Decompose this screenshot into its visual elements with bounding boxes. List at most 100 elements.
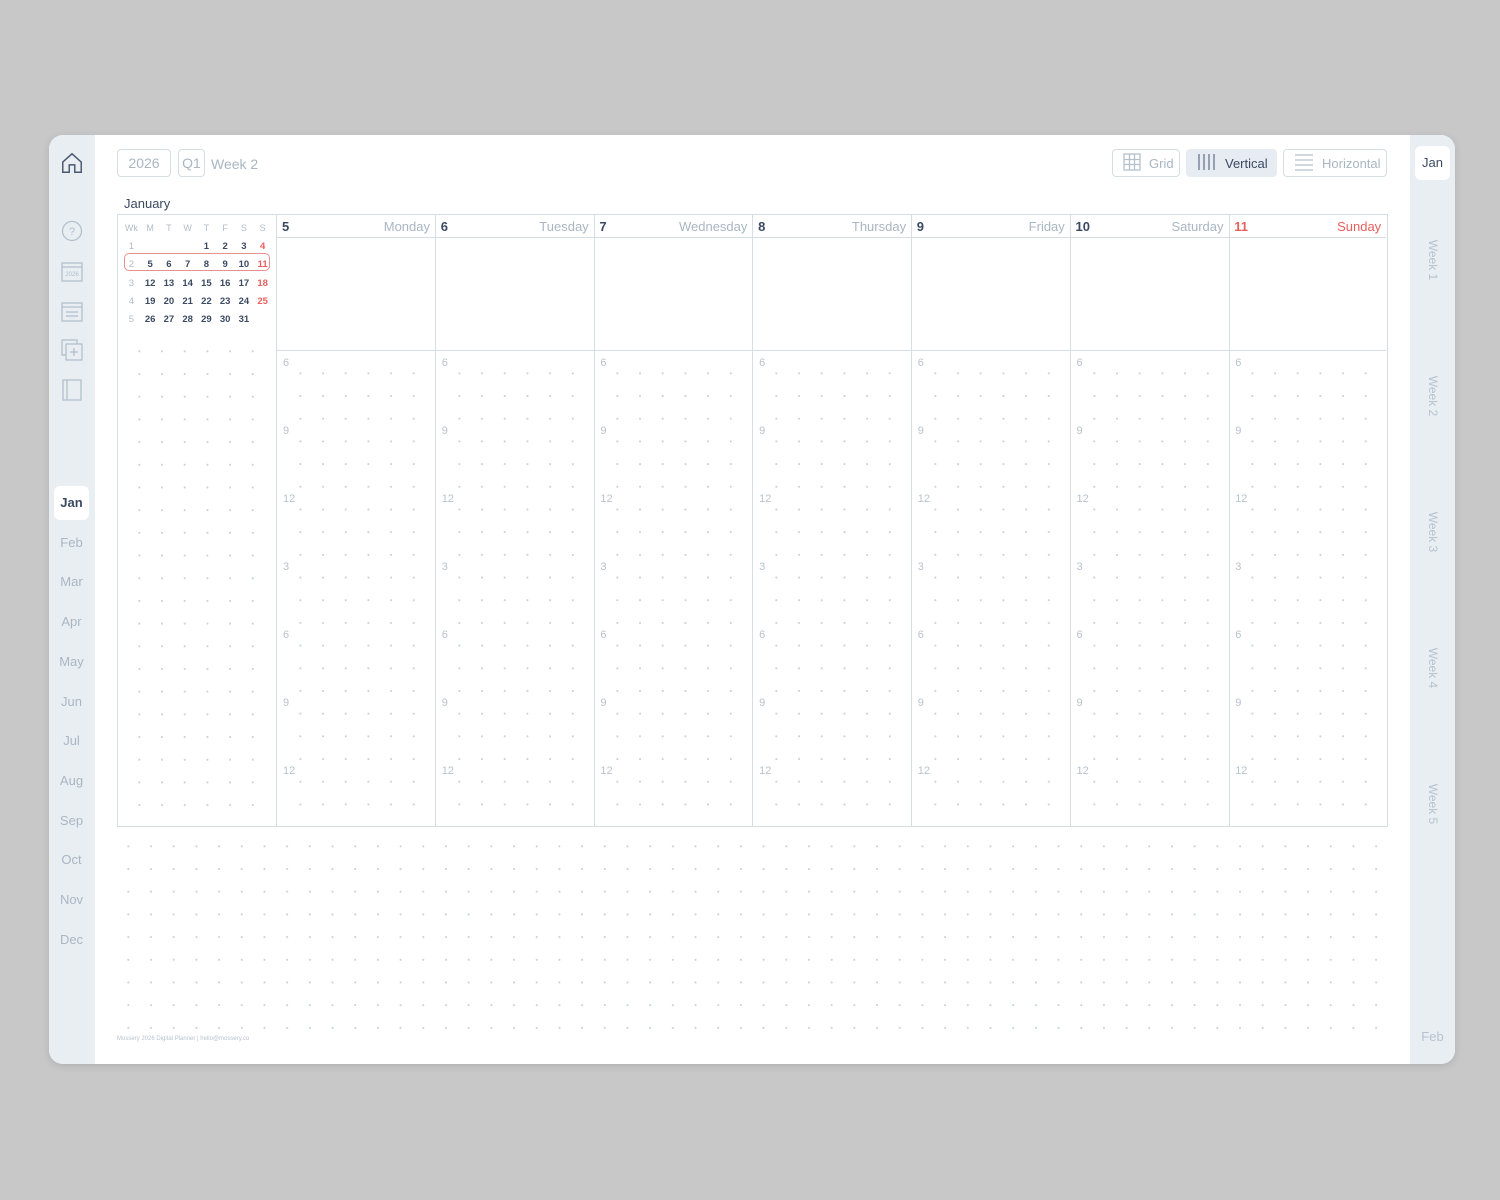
- mini-calendar-date[interactable]: 21: [182, 295, 193, 307]
- notes-dot-grid[interactable]: [117, 835, 1392, 1035]
- mini-calendar-date[interactable]: 3: [241, 240, 247, 252]
- month-tab-jul[interactable]: Jul: [63, 733, 80, 749]
- month-tab-jun[interactable]: Jun: [61, 693, 82, 709]
- year-button[interactable]: 2026: [117, 149, 171, 177]
- mini-calendar-date[interactable]: 23: [219, 295, 231, 307]
- week-tab-1[interactable]: Week 1: [1426, 239, 1440, 281]
- month-calendar-icon[interactable]: [60, 299, 84, 323]
- year-calendar-icon[interactable]: 2026: [60, 259, 84, 283]
- view-label: Vertical: [1225, 155, 1268, 171]
- mini-calendar-date[interactable]: 13: [163, 277, 175, 289]
- help-icon[interactable]: ?: [60, 219, 84, 243]
- mini-calendar-date[interactable]: 25: [257, 295, 268, 307]
- day-number: 8: [758, 218, 766, 234]
- mini-calendar-date[interactable]: 27: [163, 314, 175, 326]
- mini-calendar-date[interactable]: 20: [163, 295, 175, 307]
- day-name: Saturday: [1171, 218, 1224, 234]
- month-tab-jan[interactable]: Jan: [54, 486, 89, 520]
- day-notes-area[interactable]: [753, 238, 912, 351]
- mini-calendar-date[interactable]: 19: [144, 295, 156, 307]
- mini-calendar-date[interactable]: 17: [238, 277, 250, 289]
- mini-calendar-date[interactable]: 8: [203, 259, 210, 271]
- week-tab-5[interactable]: Week 5: [1426, 783, 1440, 825]
- add-page-icon[interactable]: [60, 338, 84, 362]
- month-tab-nov[interactable]: Nov: [59, 892, 84, 907]
- view-horizontal-button[interactable]: Horizontal: [1283, 149, 1387, 177]
- home-icon[interactable]: [60, 151, 84, 175]
- mini-calendar-date[interactable]: 31: [238, 314, 250, 326]
- week-label[interactable]: Week 2: [211, 156, 259, 172]
- day-header: 9 Friday: [911, 215, 1070, 238]
- mini-calendar-header: T: [203, 223, 210, 234]
- day-schedule[interactable]: 6 9 12 3 6 9 12: [594, 352, 752, 826]
- day-header: 8 Thursday: [753, 215, 912, 238]
- day-schedule[interactable]: 6 9 12 3 6 9 12: [1229, 352, 1386, 826]
- view-grid-button[interactable]: Grid: [1112, 149, 1180, 177]
- day-schedule[interactable]: 6 9 12 3 6 9 12: [436, 352, 594, 826]
- next-month-tab[interactable]: Feb: [1421, 1029, 1444, 1044]
- month-tab-dec[interactable]: Dec: [59, 931, 84, 947]
- mini-calendar-date[interactable]: 16: [219, 277, 231, 289]
- mini-calendar-date[interactable]: 11: [257, 259, 268, 271]
- mini-calendar-date[interactable]: 9: [222, 259, 228, 271]
- day-schedule[interactable]: 6 9 12 3 6 9 12: [753, 352, 911, 826]
- day-schedule[interactable]: 6 9 12 3 6 9 12: [912, 352, 1070, 826]
- day-schedule[interactable]: 6 9 12 3 6 9 12: [1071, 352, 1229, 826]
- mini-calendar-date: [141, 237, 160, 255]
- mini-calendar-date[interactable]: 15: [201, 277, 212, 289]
- week-number[interactable]: 3: [128, 277, 135, 289]
- mini-calendar-date[interactable]: 29: [201, 314, 212, 326]
- view-vertical-button[interactable]: Vertical: [1186, 149, 1277, 177]
- month-tab-may[interactable]: May: [59, 653, 84, 669]
- mini-calendar-date[interactable]: 6: [166, 259, 172, 271]
- week-number[interactable]: 4: [128, 295, 135, 307]
- day-number: 5: [282, 218, 290, 234]
- mini-calendar: Wk M T W T F S S 1 1 2 3 4 2 5 6 7 8 9 10 11 3 12 13 14 15 16 17 18 4…: [118, 215, 277, 826]
- mini-calendar-date[interactable]: 18: [257, 277, 268, 289]
- day-notes-area[interactable]: [435, 238, 594, 351]
- mini-calendar-date[interactable]: 22: [201, 295, 212, 307]
- day-column-sunday: 11 Sunday 6 9 12 3 6 9 12: [1229, 215, 1387, 826]
- mini-calendar-date[interactable]: 26: [144, 314, 156, 326]
- hour-label: 12: [1076, 493, 1089, 505]
- mini-calendar-date[interactable]: 4: [259, 240, 266, 252]
- month-tab-oct[interactable]: Oct: [61, 852, 82, 868]
- hour-label: 12: [441, 765, 454, 777]
- month-tab-feb[interactable]: Feb: [60, 534, 83, 550]
- mini-calendar-date[interactable]: 30: [219, 314, 231, 326]
- week-number[interactable]: 2: [128, 259, 135, 271]
- mini-calendar-date[interactable]: 10: [238, 259, 250, 271]
- mini-calendar-date[interactable]: 1: [203, 240, 210, 252]
- hour-label: 3: [1076, 561, 1083, 573]
- day-notes-area[interactable]: [911, 238, 1070, 351]
- day-column-thursday: 8 Thursday 6 9 12 3 6 9 12: [753, 215, 913, 826]
- right-sidebar: Jan Week 1 Week 2 Week 3 Week 4 Week 5 Feb: [1410, 135, 1455, 1064]
- month-tab-aug[interactable]: Aug: [59, 772, 84, 788]
- day-notes-area[interactable]: [277, 238, 435, 351]
- day-notes-area[interactable]: [594, 238, 753, 351]
- week-tab-2[interactable]: Week 2: [1426, 375, 1440, 417]
- week-number[interactable]: 5: [128, 314, 135, 326]
- month-tab-mar[interactable]: Mar: [60, 574, 83, 590]
- mini-calendar-date[interactable]: 5: [147, 259, 153, 271]
- mini-calendar-date[interactable]: 12: [144, 277, 156, 289]
- mini-calendar-date[interactable]: 14: [182, 277, 193, 289]
- notebook-icon[interactable]: [60, 378, 84, 402]
- day-schedule[interactable]: 6 9 12 3 6 9 12: [277, 352, 435, 826]
- day-notes-area[interactable]: [1229, 238, 1387, 351]
- mini-calendar-date[interactable]: 24: [238, 295, 250, 307]
- month-tab-apr[interactable]: Apr: [61, 614, 82, 630]
- month-tab-sep[interactable]: Sep: [59, 812, 84, 828]
- mini-calendar-date[interactable]: 7: [184, 259, 191, 271]
- quarter-button[interactable]: Q1: [178, 149, 205, 177]
- right-month-tab[interactable]: Jan: [1415, 146, 1450, 180]
- mini-calendar-date: [253, 310, 272, 328]
- week-tab-3[interactable]: Week 3: [1426, 511, 1440, 553]
- mini-calendar-date[interactable]: 28: [182, 314, 193, 326]
- week-number[interactable]: 1: [128, 240, 135, 252]
- mini-calendar-date[interactable]: 2: [222, 240, 228, 252]
- hour-label: 9: [1235, 425, 1242, 437]
- hour-label: 6: [917, 629, 924, 641]
- week-tab-4[interactable]: Week 4: [1426, 647, 1440, 689]
- day-notes-area[interactable]: [1070, 238, 1229, 351]
